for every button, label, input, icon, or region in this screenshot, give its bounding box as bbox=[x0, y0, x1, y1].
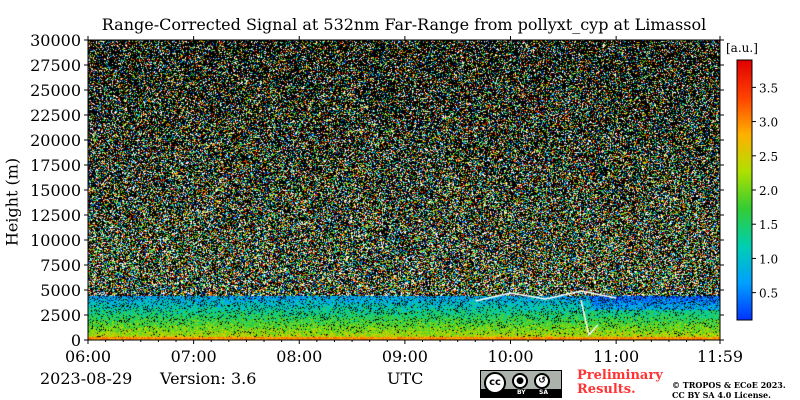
y-tick-label-4: 10000 bbox=[30, 231, 81, 250]
attribution-person-icon: ● bbox=[512, 373, 528, 389]
y-axis-ticks: 0 2500 5000 7500 10000 12500 15000 17500 20000 22… bbox=[30, 31, 724, 350]
x-tick-label-4: 10:00 bbox=[487, 347, 533, 366]
heatmap-layer bbox=[88, 40, 720, 340]
colorbar-tick-label-2: 1.5 bbox=[759, 218, 778, 232]
x-axis-label: UTC bbox=[387, 369, 424, 388]
colorbar-tick-label-6: 3.5 bbox=[759, 81, 778, 95]
footer-date: 2023-08-29 bbox=[40, 369, 133, 388]
cc-logo-icon: cc bbox=[484, 372, 506, 394]
y-tick-label-1: 2500 bbox=[40, 306, 81, 325]
share-alike-icon: ↺ bbox=[534, 373, 550, 389]
y-tick-label-2: 5000 bbox=[40, 281, 81, 300]
x-tick-label-3: 09:00 bbox=[382, 347, 428, 366]
copyright-note: © TROPOS & ECoE 2023. CC BY SA 4.0 Licen… bbox=[672, 380, 786, 400]
x-tick-label-1: 07:00 bbox=[171, 347, 217, 366]
x-tick-label-0: 06:00 bbox=[65, 347, 111, 366]
cc-sa-label: SA bbox=[539, 389, 548, 396]
copyright-line-2: CC BY SA 4.0 License. bbox=[672, 390, 771, 400]
y-tick-label-7: 17500 bbox=[30, 156, 81, 175]
y-tick-label-9: 22500 bbox=[30, 106, 81, 125]
colorbar-tick-label-1: 1.0 bbox=[759, 252, 778, 266]
colorbar-tick-label-4: 2.5 bbox=[759, 150, 778, 164]
preliminary-line-1: Preliminary bbox=[577, 368, 663, 383]
cc-license-badge: cc ● ↺ BY SA bbox=[480, 370, 562, 398]
colorbar-tick-label-5: 3.0 bbox=[759, 116, 778, 130]
colorbar-tick-label-0: 0.5 bbox=[759, 287, 778, 301]
heatmap-image bbox=[88, 40, 720, 340]
y-tick-label-12: 30000 bbox=[30, 31, 81, 50]
y-tick-label-10: 25000 bbox=[30, 81, 81, 100]
colorbar bbox=[736, 59, 753, 321]
copyright-line-1: © TROPOS & ECoE 2023. bbox=[672, 380, 786, 390]
chart-title: Range-Corrected Signal at 532nm Far-Rang… bbox=[101, 15, 707, 34]
y-tick-label-5: 12500 bbox=[30, 206, 81, 225]
x-tick-label-5: 11:00 bbox=[593, 347, 639, 366]
colorbar-unit: [a.u.] bbox=[726, 41, 758, 55]
y-tick-label-3: 7500 bbox=[40, 256, 81, 275]
y-tick-label-0: 0 bbox=[71, 331, 81, 350]
y-tick-label-11: 27500 bbox=[30, 56, 81, 75]
x-axis-ticks: 06:00 07:00 08:00 09:00 10:00 11:00 11:59 bbox=[65, 36, 743, 366]
preliminary-line-2: Results. bbox=[577, 382, 636, 397]
colorbar-tick-label-3: 2.0 bbox=[759, 184, 778, 198]
preliminary-results-note: Preliminary Results. bbox=[577, 369, 663, 397]
y-tick-label-6: 15000 bbox=[30, 181, 81, 200]
cc-badge-bar bbox=[481, 389, 561, 397]
y-tick-label-8: 20000 bbox=[30, 131, 81, 150]
cc-by-label: BY bbox=[517, 389, 526, 396]
colorbar-ticks: 0.5 1.0 1.5 2.0 2.5 3.0 3.5 bbox=[752, 81, 778, 301]
x-tick-label-2: 08:00 bbox=[276, 347, 322, 366]
footer-version: Version: 3.6 bbox=[160, 369, 257, 388]
x-tick-label-6: 11:59 bbox=[697, 347, 743, 366]
